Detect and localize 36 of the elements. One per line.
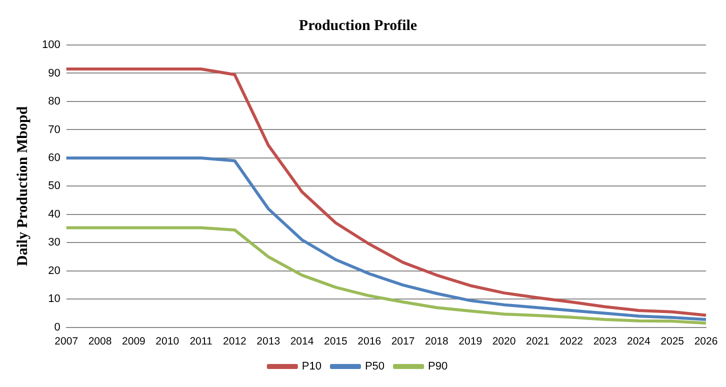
y-tick-label: 30 <box>48 236 60 249</box>
y-tick-label: 100 <box>42 39 60 52</box>
x-tick-label: 2010 <box>156 336 180 348</box>
x-tick-label: 2025 <box>660 336 684 348</box>
y-axis-title: Daily Production Mbopd <box>14 106 31 266</box>
y-tick-label: 0 <box>54 321 60 334</box>
legend-label: P10 <box>302 360 322 373</box>
x-tick-label: 2015 <box>324 336 348 348</box>
y-tick-label: 20 <box>48 264 60 277</box>
chart-title: Production Profile <box>298 18 418 34</box>
x-tick-label: 2024 <box>626 336 651 348</box>
y-tick-label: 10 <box>48 293 60 306</box>
x-tick-label: 2019 <box>458 336 482 348</box>
y-tick-label: 60 <box>48 152 60 164</box>
x-tick-label: 2013 <box>256 336 280 348</box>
x-tick-label: 2007 <box>54 336 78 348</box>
x-tick-label: 2011 <box>190 336 212 348</box>
x-tick-label: 2023 <box>593 336 617 348</box>
legend-label: P50 <box>364 360 385 373</box>
y-tick-label: 90 <box>48 67 60 80</box>
legend-label: P90 <box>428 360 448 373</box>
y-tick-label: 50 <box>48 180 60 192</box>
x-tick-label: 2012 <box>223 336 247 348</box>
x-tick-label: 2020 <box>492 336 516 348</box>
x-tick-label: 2022 <box>560 336 584 348</box>
x-tick-label: 2014 <box>290 336 314 348</box>
x-tick-label: 2018 <box>424 336 449 348</box>
x-tick-label: 2017 <box>391 336 415 348</box>
x-tick-label: 2026 <box>694 336 718 348</box>
y-tick-label: 80 <box>48 96 60 108</box>
y-tick-label: 70 <box>48 124 60 136</box>
y-tick-label: 40 <box>48 208 60 220</box>
x-tick-label: 2009 <box>122 336 146 348</box>
x-tick-label: 2008 <box>88 336 112 348</box>
x-tick-label: 2021 <box>526 336 550 348</box>
x-tick-label: 2016 <box>358 336 382 348</box>
